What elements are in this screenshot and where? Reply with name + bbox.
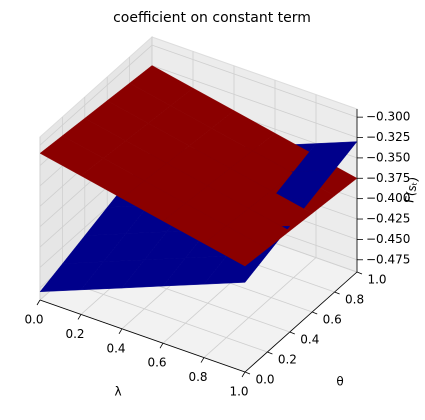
z-tick-label: −0.400	[366, 191, 410, 205]
z-tick-label: −0.350	[366, 150, 410, 164]
y-tick	[267, 351, 273, 355]
y-tick	[356, 271, 363, 275]
y-tick	[244, 371, 251, 375]
surface-patch	[203, 225, 268, 267]
z-tick-label: −0.300	[366, 110, 410, 124]
z-tick-label: −0.475	[366, 252, 410, 266]
x-tick-label: 0.8	[188, 370, 207, 384]
y-tick-label: 0.6	[323, 313, 342, 327]
x-tick-label: 1.0	[229, 385, 248, 399]
grid-line	[151, 44, 358, 118]
x-tick-label: 0.0	[24, 313, 43, 327]
grid-line	[62, 279, 268, 353]
x-axis-line	[39, 299, 246, 373]
z-tick-label: −0.375	[366, 171, 410, 185]
y-tick-label: 1.0	[367, 273, 386, 287]
x-tick-label: 0.6	[147, 356, 166, 370]
x-tick	[77, 314, 82, 320]
y-tick-label: 0.8	[345, 293, 364, 307]
y-axis-line	[244, 271, 358, 373]
x-tick-label: 0.4	[106, 341, 125, 355]
z-tick-label: −0.450	[366, 232, 410, 246]
z-tick-label: −0.425	[366, 212, 410, 226]
y-axis-label: θ	[336, 375, 343, 389]
x-tick	[241, 371, 246, 378]
z-axis-label: F(sₜ)	[402, 176, 420, 204]
x-tick	[118, 328, 123, 335]
y-tick	[334, 291, 340, 295]
y-tick-label: 0.0	[255, 373, 274, 387]
grid-line	[39, 44, 153, 146]
x-tick	[200, 357, 205, 363]
x-tick	[159, 342, 164, 349]
grid-line	[151, 65, 358, 138]
x-tick-label: 0.2	[65, 327, 84, 341]
y-tick	[312, 311, 318, 315]
z-tick-label: −0.325	[366, 130, 410, 144]
chart-title: coefficient on constant term	[113, 10, 311, 26]
x-axis-label: λ	[114, 385, 121, 399]
y-tick-label: 0.4	[300, 333, 319, 347]
y-tick-label: 0.2	[278, 353, 297, 367]
surface-patch	[203, 253, 268, 285]
y-tick	[289, 331, 295, 335]
grid-line	[203, 257, 317, 358]
x-tick	[36, 299, 41, 306]
